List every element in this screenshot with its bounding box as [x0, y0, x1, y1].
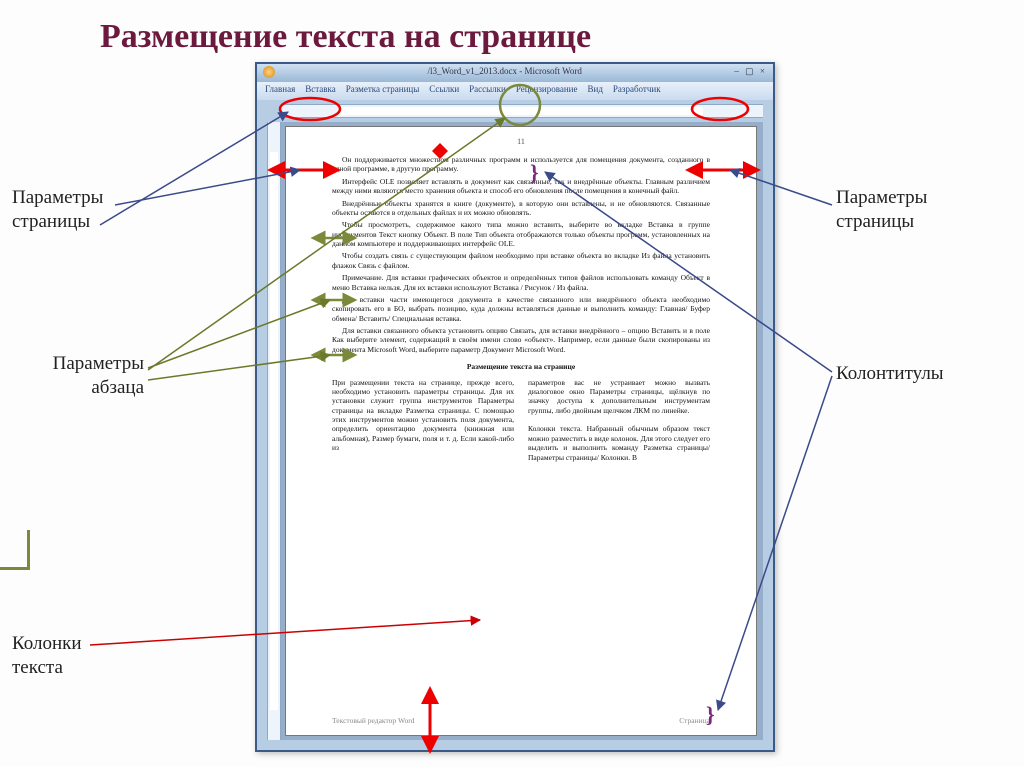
ribbon-tab[interactable]: Главная: [265, 84, 295, 98]
slide-accent: [0, 530, 30, 570]
office-button[interactable]: [263, 66, 275, 78]
body-para: Интерфейс OLE позволяет вставлять в доку…: [332, 177, 710, 196]
ribbon-tab[interactable]: Рассылки: [469, 84, 506, 98]
ribbon-tab[interactable]: Рецензирование: [516, 84, 578, 98]
ribbon-tab[interactable]: Разметка страницы: [346, 84, 420, 98]
body-para: Для вставки связанного объекта установит…: [332, 326, 710, 354]
page-footer: Текстовый редактор Word Страница: [332, 716, 710, 725]
label-para-params: Параметры абзаца: [34, 352, 144, 400]
ribbon-tab[interactable]: Разработчик: [613, 84, 661, 98]
label-page-params-left: Параметры страницы: [12, 186, 103, 234]
body-para: Чтобы просмотреть, содержимое какого тип…: [332, 220, 710, 248]
body-para: Чтобы создать связь с существующим файло…: [332, 251, 710, 270]
vertical-ruler[interactable]: [267, 122, 281, 740]
footer-left: Текстовый редактор Word: [332, 716, 415, 725]
body-para: Он поддерживается множеством различных п…: [332, 155, 710, 174]
window-titlebar: /l3_Word_v1_2013.docx - Microsoft Word –…: [257, 64, 773, 82]
footer-right: Страница: [679, 716, 710, 725]
window-title-text: /l3_Word_v1_2013.docx - Microsoft Word: [428, 66, 582, 80]
two-column-block: При размещении текста на странице, прежд…: [332, 378, 710, 462]
column-left: При размещении текста на странице, прежд…: [332, 378, 514, 462]
slide-title: Размещение текста на странице: [100, 18, 591, 56]
horizontal-ruler[interactable]: [281, 104, 763, 118]
ribbon-tab[interactable]: Вид: [588, 84, 603, 98]
label-headers-footers: Колонтитулы: [836, 362, 944, 386]
label-page-params-right: Параметры страницы: [836, 186, 927, 234]
body-para: Примечание. Для вставки графических объе…: [332, 273, 710, 292]
body-para: Внедрённые объекты хранятся в книге (док…: [332, 199, 710, 218]
column-right: параметров вас не устраивает можно вызва…: [528, 378, 710, 462]
window-controls[interactable]: – ▢ ×: [734, 66, 767, 80]
document-area: 11 Он поддерживается множеством различны…: [267, 122, 763, 740]
ribbon-tab[interactable]: Вставка: [305, 84, 336, 98]
page-number-header: 11: [286, 137, 756, 147]
ribbon-tabs[interactable]: Главная Вставка Разметка страницы Ссылки…: [257, 82, 773, 100]
section-heading: Размещение текста на странице: [332, 362, 710, 371]
word-app-window: /l3_Word_v1_2013.docx - Microsoft Word –…: [255, 62, 775, 752]
label-text-columns: Колонки текста: [12, 632, 82, 680]
ribbon-tab[interactable]: Ссылки: [429, 84, 459, 98]
body-para: Для вставки части имеющегося документа в…: [332, 295, 710, 323]
document-page: 11 Он поддерживается множеством различны…: [285, 126, 757, 736]
